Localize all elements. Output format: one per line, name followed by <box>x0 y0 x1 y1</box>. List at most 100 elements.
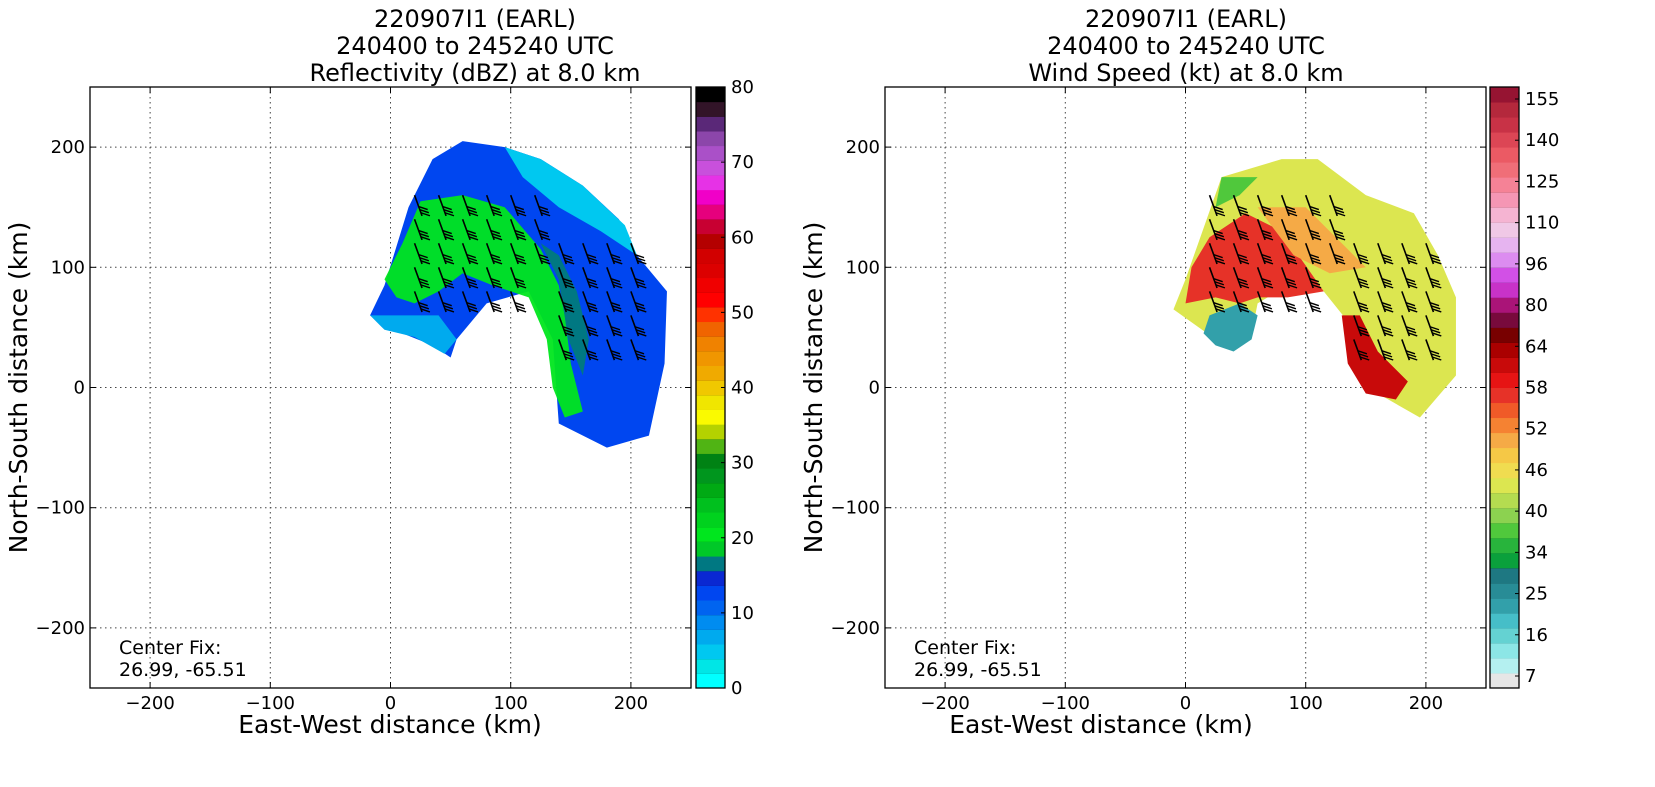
wind-barb-flag <box>1430 281 1441 286</box>
wind-barb-flag <box>634 350 645 355</box>
wind-barb-flag <box>444 308 455 313</box>
colorbar-band <box>696 570 725 586</box>
wind-barb-flag <box>1405 350 1416 355</box>
wind-barb-flag <box>1238 257 1249 262</box>
wind-barb-flag <box>613 332 623 337</box>
wind-barb-flag <box>1334 208 1345 214</box>
chart-title-line-1: 220907I1 (EARL) <box>1085 5 1287 33</box>
wind-barb-flag <box>1263 260 1274 265</box>
colorbar-band <box>696 424 725 440</box>
wind-barb-flag <box>1263 236 1274 241</box>
wind-barb-flag <box>1357 302 1368 307</box>
wind-barb <box>1280 291 1290 313</box>
wind-barb-flag <box>635 305 646 310</box>
wind-barb <box>1425 339 1435 361</box>
wind-barb-flag <box>587 353 598 358</box>
colorbar-tick-label: 70 <box>731 152 754 173</box>
y-tick-label: 100 <box>846 257 880 278</box>
wind-barb <box>1304 194 1314 217</box>
wind-barb-flag <box>467 281 478 286</box>
wind-barb <box>1256 291 1266 313</box>
wind-barb-flag <box>1239 212 1250 217</box>
wind-barb-flag <box>491 281 502 286</box>
wind-barb-flag <box>419 233 430 238</box>
colorbar-band <box>696 468 725 484</box>
wind-barb-flag <box>1263 308 1274 313</box>
wind-barb-flag <box>637 332 647 337</box>
wind-barb-flag <box>1286 305 1297 310</box>
colorbar-tick-label: 7 <box>1525 666 1536 687</box>
wind-barb-flag <box>1285 278 1296 283</box>
wind-barb-flag <box>1238 305 1249 310</box>
center-fix-line-1: Center Fix: <box>119 637 221 659</box>
colorbar-band <box>1490 492 1519 509</box>
wind-barb-flag <box>611 281 622 286</box>
wind-barb <box>1280 218 1290 241</box>
colorbar-band <box>696 526 725 542</box>
colorbar-band <box>696 116 725 132</box>
colorbar-band <box>696 292 725 308</box>
wind-barb-flag <box>492 212 503 217</box>
colorbar-tick-label: 25 <box>1525 584 1548 605</box>
wind-barb <box>1425 315 1435 337</box>
wind-barb-flag <box>564 356 575 361</box>
wind-barb <box>1232 291 1242 313</box>
wind-barb <box>437 242 447 265</box>
wind-barb-flag <box>466 229 476 235</box>
wind-barb <box>1280 267 1290 289</box>
wind-barb <box>437 267 447 289</box>
wind-barb-flag <box>516 212 527 217</box>
wind-barb-flag <box>1383 356 1394 361</box>
wind-barb <box>558 339 568 361</box>
wind-barb-flag <box>563 305 574 310</box>
wind-barb-flag <box>466 205 476 211</box>
wind-barb-flag <box>1215 308 1226 313</box>
x-tick-label: −100 <box>1041 693 1090 714</box>
wind-barb-flag <box>1287 260 1298 265</box>
wind-barb-flag <box>1359 308 1370 313</box>
wind-barb-flag <box>1239 308 1250 313</box>
wind-barb-flag <box>611 257 622 262</box>
center-fix-line-2: 26.99, -65.51 <box>119 659 247 681</box>
wind-barb-flag <box>1359 356 1370 361</box>
wind-barb-flag <box>613 260 623 265</box>
wind-barb-flag <box>1358 281 1369 286</box>
center-fix-line-1: Center Fix: <box>914 637 1016 659</box>
wind-barb-flag <box>1309 302 1320 307</box>
wind-barb-flag <box>442 229 452 235</box>
wind-barb-flag <box>1263 212 1274 217</box>
y-tick-label: 0 <box>74 378 85 399</box>
wind-barb-flag <box>1311 236 1322 241</box>
wind-barb <box>606 291 616 313</box>
wind-barb-flag <box>1214 281 1225 286</box>
wind-barb-flag <box>1357 326 1368 331</box>
y-tick-label: 100 <box>51 257 85 278</box>
wind-barb-flag <box>419 281 430 286</box>
wind-barb-flag <box>514 205 525 211</box>
wind-barb-flag <box>1214 257 1225 262</box>
wind-barb-flag <box>1287 236 1298 241</box>
wind-barb-flag <box>586 302 597 307</box>
colorbar-band <box>1490 327 1519 343</box>
wind-barb-flag <box>420 284 431 289</box>
wind-barb <box>413 194 423 217</box>
wind-barb-flag <box>1408 356 1418 361</box>
wind-barb <box>1256 194 1266 217</box>
wind-barb-flag <box>1262 257 1273 262</box>
colorbar-band <box>696 321 725 337</box>
wind-barb-flag <box>1382 329 1393 334</box>
wind-barb-flag <box>1261 278 1271 283</box>
wind-barb-flag <box>586 326 597 331</box>
colorbar-band <box>1490 417 1519 434</box>
wind-barb-flag <box>1239 236 1250 241</box>
wind-barb-flag <box>1335 212 1346 217</box>
wind-barb-flag <box>516 284 527 289</box>
wind-barb <box>509 291 519 313</box>
wind-barb-flag <box>610 278 621 283</box>
colorbar-band <box>1490 372 1519 388</box>
colorbar-band <box>1490 402 1519 419</box>
wind-barb-flag <box>444 284 455 289</box>
wind-barb-flag <box>466 278 476 283</box>
colorbar-band <box>696 556 725 572</box>
wind-barb-flag <box>1432 260 1442 265</box>
